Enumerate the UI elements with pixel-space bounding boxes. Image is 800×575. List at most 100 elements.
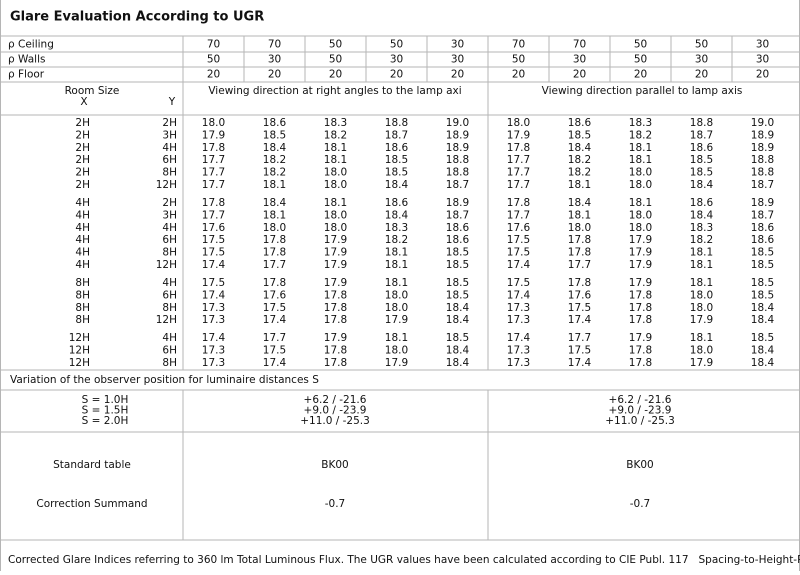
ugr-value: 17.7 <box>202 209 225 221</box>
ugr-value: 18.0 <box>202 117 225 129</box>
ugr-value: 17.8 <box>324 345 347 357</box>
variation-value: +11.0 / -25.3 <box>300 415 370 427</box>
distance-label: S = 2.0H <box>82 415 129 427</box>
ugr-value: 18.1 <box>324 142 347 154</box>
ugr-value: 17.6 <box>202 222 226 234</box>
ugr-value: 18.6 <box>568 117 592 129</box>
ugr-value: 18.6 <box>263 117 287 129</box>
ugr-value: 18.0 <box>324 179 347 191</box>
room-x: 4H <box>75 222 90 234</box>
title: Glare Evaluation According to UGR <box>10 10 264 25</box>
ugr-value: 18.6 <box>446 234 470 246</box>
ugr-value: 18.5 <box>263 129 286 141</box>
ugr-value: 18.8 <box>751 154 774 166</box>
ugr-value: 17.6 <box>568 289 592 301</box>
ugr-value: 18.0 <box>629 167 652 179</box>
ugr-value: 18.6 <box>751 234 775 246</box>
ugr-value: 18.0 <box>568 222 591 234</box>
y-label: Y <box>168 96 176 108</box>
ugr-value: 17.8 <box>507 142 530 154</box>
ugr-value: 17.7 <box>568 332 591 344</box>
ugr-value: 19.0 <box>751 117 774 129</box>
reflectance-value: 50 <box>634 39 647 51</box>
ugr-value: 18.5 <box>385 167 408 179</box>
room-x: 2H <box>75 142 90 154</box>
ugr-value: 17.8 <box>629 314 652 326</box>
ugr-value: 17.8 <box>324 357 347 369</box>
ugr-value: 17.9 <box>324 332 347 344</box>
ugr-value: 17.4 <box>507 259 531 271</box>
ugr-value: 17.6 <box>263 289 287 301</box>
ugr-value: 18.1 <box>568 179 591 191</box>
reflectance-value: 50 <box>207 54 220 66</box>
ugr-value: 18.0 <box>629 179 652 191</box>
ugr-value: 18.5 <box>751 247 774 259</box>
ugr-value: 17.8 <box>324 302 347 314</box>
ugr-value: 18.2 <box>568 154 591 166</box>
ugr-value: 18.1 <box>629 197 652 209</box>
correction-label: Correction Summand <box>36 498 147 510</box>
ugr-value: 18.5 <box>446 289 469 301</box>
ugr-value: 18.9 <box>751 142 774 154</box>
ugr-value: 17.7 <box>263 259 286 271</box>
ugr-value: 17.3 <box>202 302 225 314</box>
ugr-value: 18.5 <box>446 259 469 271</box>
reflectance-value: 70 <box>207 39 220 51</box>
x-label: X <box>80 96 87 108</box>
ugr-value: 18.4 <box>690 209 714 221</box>
room-y: 4H <box>162 142 177 154</box>
ugr-value: 18.0 <box>324 209 347 221</box>
room-x: 2H <box>75 179 90 191</box>
ugr-value: 18.4 <box>446 302 470 314</box>
ugr-value: 17.5 <box>202 234 225 246</box>
reflectance-value: 70 <box>512 39 525 51</box>
ugr-value: 18.1 <box>263 179 286 191</box>
ugr-value: 18.4 <box>751 314 775 326</box>
ugr-value: 18.0 <box>507 117 530 129</box>
ugr-value: 17.8 <box>568 247 591 259</box>
room-x: 4H <box>75 259 90 271</box>
ugr-value: 18.3 <box>385 222 408 234</box>
ugr-value: 17.4 <box>202 289 226 301</box>
reflectance-value: 20 <box>695 69 708 81</box>
room-y: 12H <box>156 259 177 271</box>
ugr-value: 18.0 <box>690 289 713 301</box>
ugr-value: 17.8 <box>507 197 530 209</box>
ugr-value: 17.9 <box>629 332 652 344</box>
room-x: 2H <box>75 154 90 166</box>
room-y: 6H <box>162 289 177 301</box>
ugr-value: 17.8 <box>568 234 591 246</box>
distance-label: S = 1.5H <box>82 405 129 417</box>
ugr-value: 18.1 <box>324 154 347 166</box>
reflectance-value: 30 <box>451 54 464 66</box>
reflectance-value: 50 <box>329 39 342 51</box>
room-y: 3H <box>162 129 177 141</box>
ugr-value: 17.4 <box>507 289 531 301</box>
ugr-value: 18.1 <box>629 142 652 154</box>
room-y: 2H <box>162 197 177 209</box>
ugr-value: 17.7 <box>507 179 530 191</box>
variation-value: +11.0 / -25.3 <box>605 415 675 427</box>
ugr-value: 18.1 <box>385 277 408 289</box>
reflectance-value: 20 <box>390 69 403 81</box>
ugr-value: 17.9 <box>690 357 713 369</box>
room-x: 12H <box>69 332 90 344</box>
ugr-value: 17.8 <box>324 289 347 301</box>
reflectance-value: 20 <box>634 69 647 81</box>
reflectance-value: 50 <box>329 54 342 66</box>
ugr-value: 18.2 <box>263 167 286 179</box>
ugr-value: 18.0 <box>690 345 713 357</box>
room-y: 12H <box>156 314 177 326</box>
ugr-value: 18.7 <box>385 129 408 141</box>
ugr-value: 17.7 <box>568 259 591 271</box>
ugr-value: 18.7 <box>446 179 469 191</box>
ugr-value: 17.3 <box>202 357 225 369</box>
ugr-value: 18.6 <box>385 197 409 209</box>
ugr-value: 17.5 <box>263 345 286 357</box>
room-x: 2H <box>75 167 90 179</box>
ugr-value: 18.8 <box>446 154 469 166</box>
ugr-value: 18.5 <box>751 289 774 301</box>
ugr-value: 18.1 <box>568 209 591 221</box>
ugr-value: 18.0 <box>324 167 347 179</box>
